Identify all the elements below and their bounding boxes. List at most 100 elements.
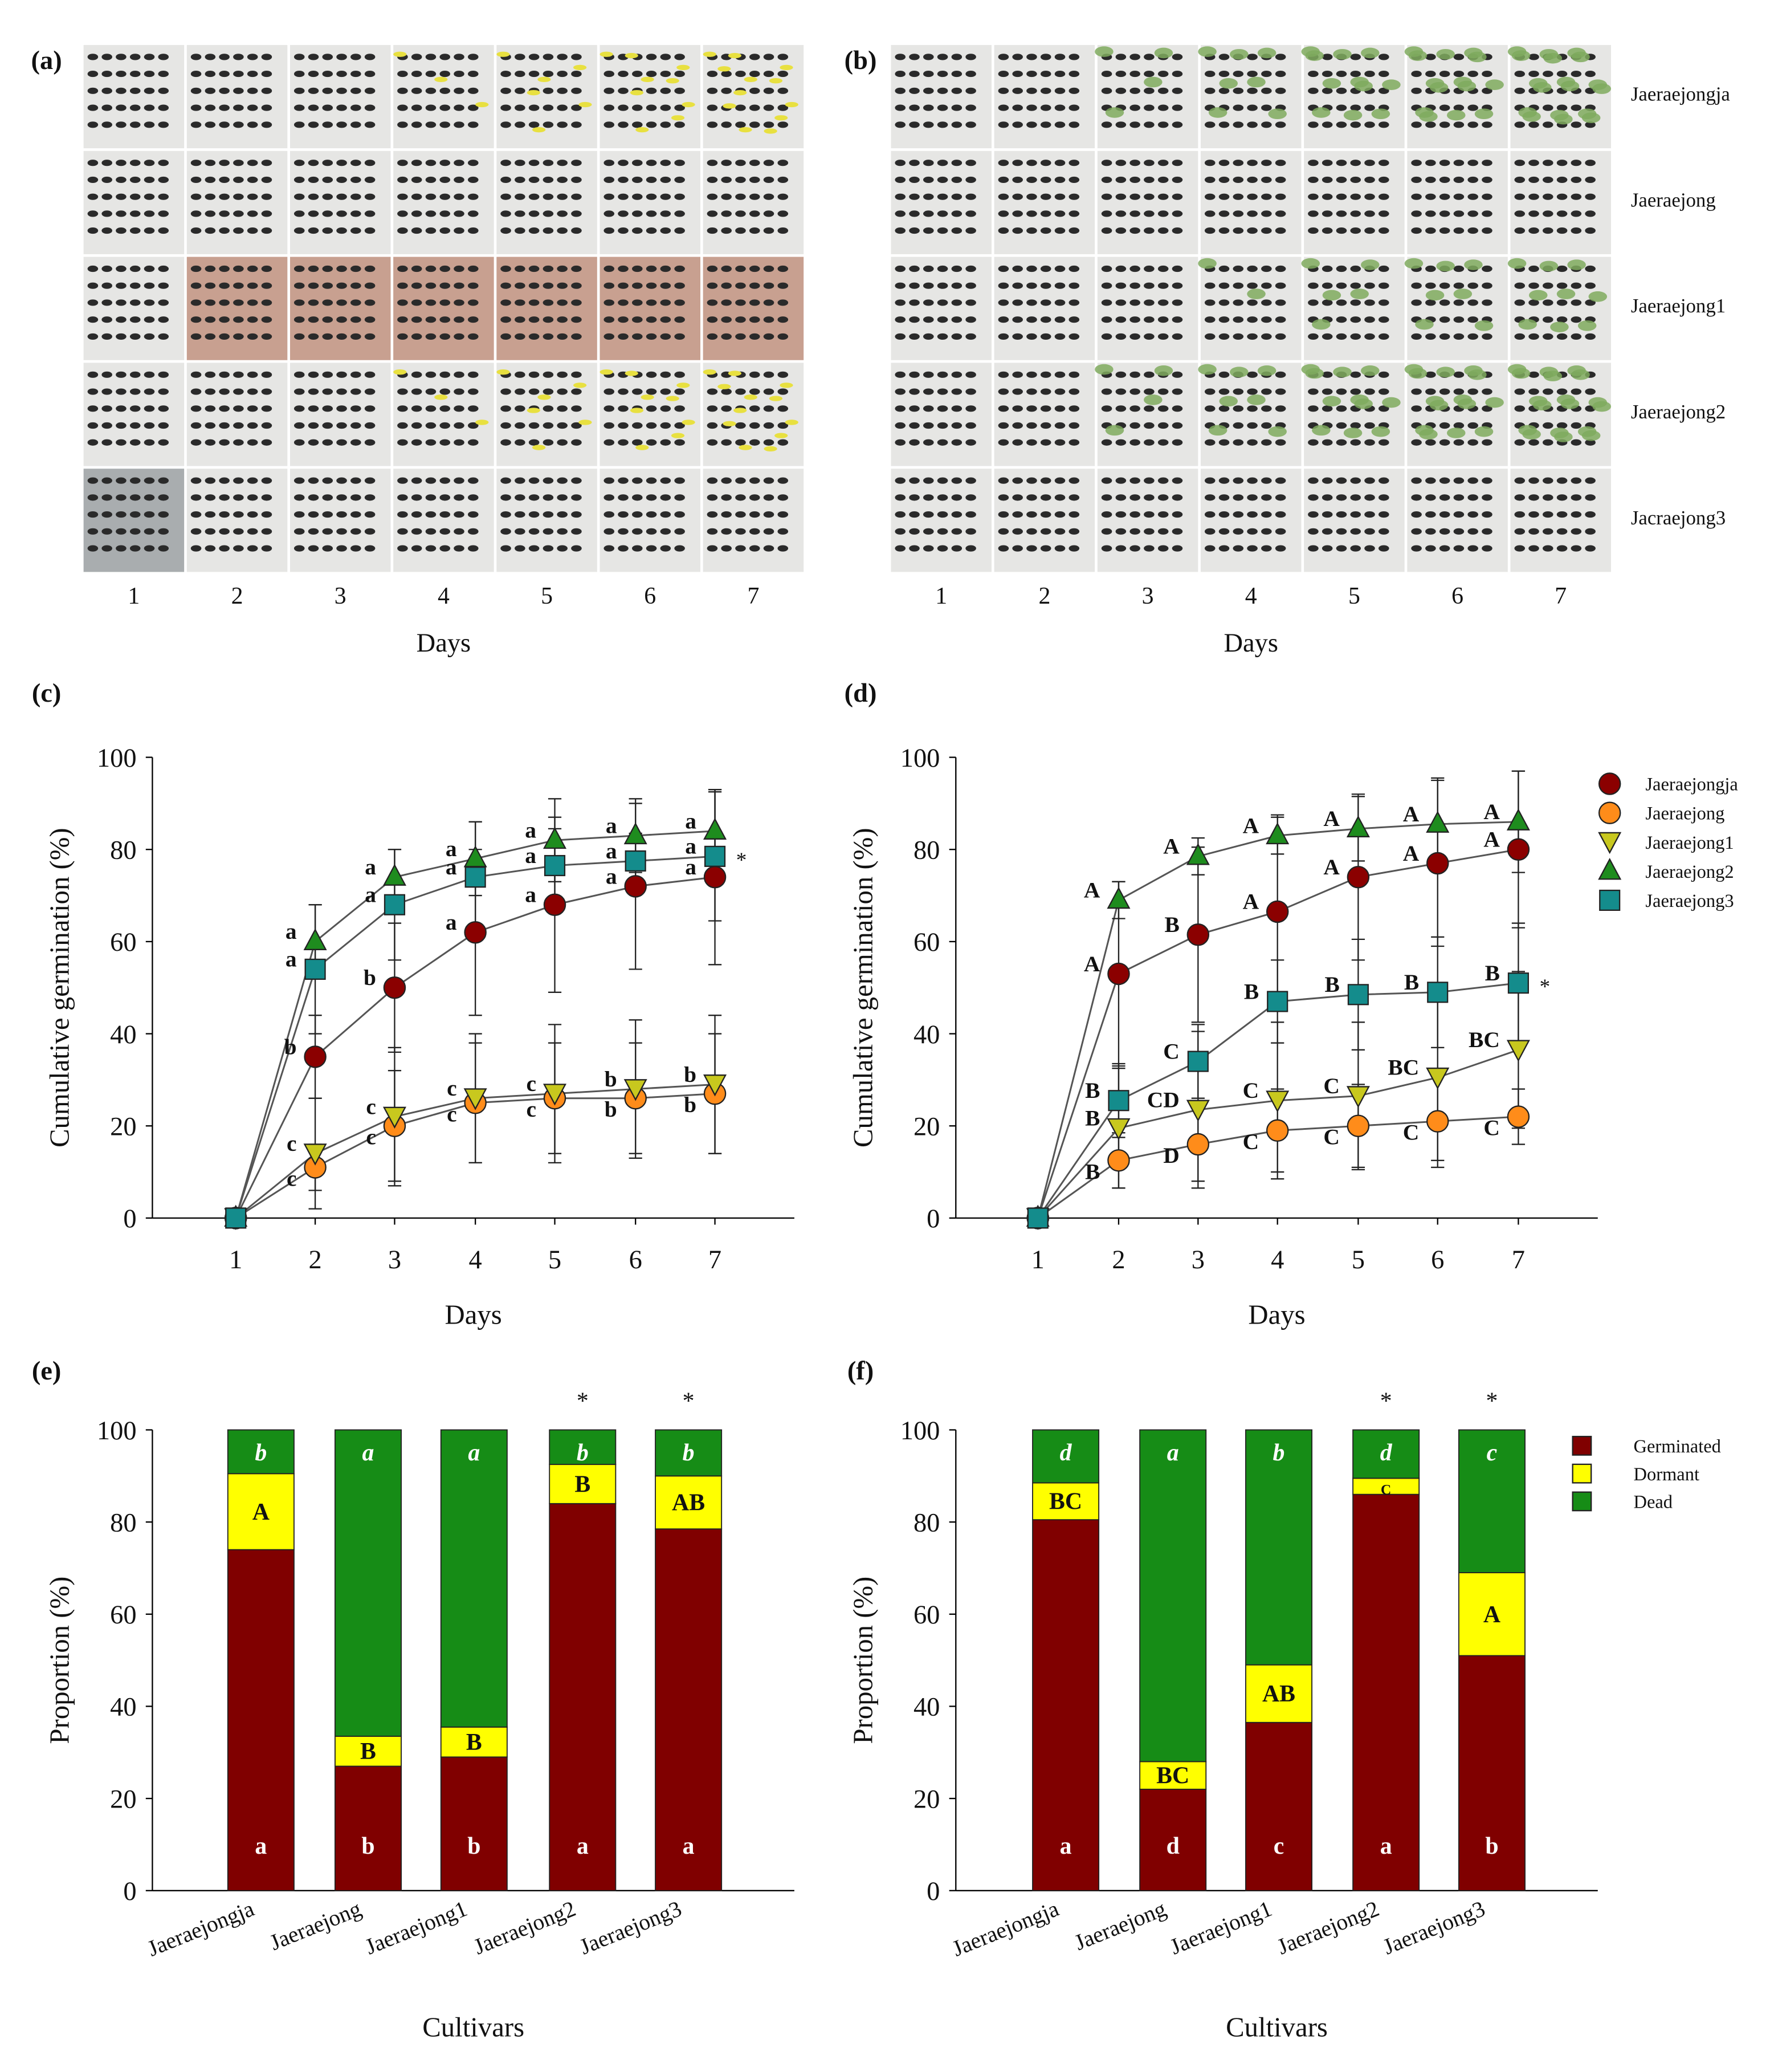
yellow-sprout	[630, 408, 644, 413]
seed	[158, 210, 169, 217]
seed	[1040, 176, 1051, 183]
seed	[1115, 511, 1127, 518]
seed	[336, 87, 347, 94]
seed	[350, 405, 361, 412]
seed	[425, 121, 437, 128]
seed	[937, 121, 948, 128]
seed	[1129, 160, 1140, 166]
seed	[190, 388, 202, 395]
seed	[1467, 104, 1478, 111]
seed	[261, 176, 272, 183]
seed	[116, 282, 127, 289]
seedling	[1343, 109, 1363, 121]
seed	[1308, 494, 1319, 501]
seed	[158, 528, 169, 535]
seed	[735, 333, 746, 340]
seed	[1144, 528, 1155, 535]
seed	[454, 545, 464, 552]
seed	[1411, 71, 1422, 78]
day-tick: 7	[1555, 583, 1567, 609]
seed	[233, 87, 244, 94]
seed	[1322, 121, 1333, 128]
seed	[233, 422, 244, 429]
significance-letter: C	[1483, 1116, 1500, 1141]
seed	[543, 439, 554, 446]
seed	[1012, 160, 1023, 166]
seed	[101, 265, 112, 272]
seed	[631, 210, 643, 217]
significance-letter: c	[366, 1094, 376, 1119]
seed	[1336, 439, 1347, 446]
seedling	[1415, 319, 1434, 330]
seed	[777, 104, 789, 111]
significance-mark: *	[1380, 1388, 1392, 1414]
seed	[660, 87, 671, 94]
seed	[1144, 422, 1155, 429]
seed	[1556, 71, 1568, 78]
seed	[543, 282, 554, 289]
seed	[1528, 282, 1539, 289]
seed	[923, 299, 934, 306]
seed	[1040, 265, 1051, 272]
marker-circle	[1426, 852, 1449, 875]
seed	[1204, 545, 1216, 552]
seed	[660, 371, 671, 378]
seed	[1233, 87, 1244, 94]
seed	[1144, 54, 1155, 60]
seed	[515, 210, 525, 217]
seed	[158, 54, 169, 60]
seed	[895, 439, 906, 446]
y-tick-label: 80	[913, 836, 940, 865]
seedling	[1429, 400, 1449, 411]
y-axis-label: Proportion (%)	[848, 1577, 879, 1744]
seed	[515, 528, 525, 535]
seed	[336, 422, 347, 429]
seed	[116, 477, 127, 484]
seed	[454, 160, 464, 166]
seed	[1322, 71, 1333, 78]
seed	[674, 160, 685, 166]
seed	[1144, 388, 1155, 395]
yellow-sprout	[739, 445, 752, 450]
seed	[1571, 299, 1582, 306]
seed	[1350, 388, 1361, 395]
seed	[1528, 545, 1539, 552]
seed	[364, 299, 376, 306]
seed	[1040, 71, 1051, 78]
seed	[1411, 299, 1422, 306]
seed	[101, 176, 112, 183]
seed	[158, 511, 169, 518]
seed	[1129, 54, 1140, 60]
seed	[364, 439, 376, 446]
seed	[190, 210, 202, 217]
seed	[247, 71, 258, 78]
seed	[1026, 299, 1037, 306]
seed	[425, 477, 437, 484]
seed	[1129, 422, 1140, 429]
seed	[1467, 528, 1478, 535]
seed	[631, 316, 643, 323]
seed	[293, 316, 305, 323]
seed	[1585, 439, 1596, 446]
significance-mark: *	[1540, 975, 1551, 999]
bar-dormant	[227, 1473, 295, 1550]
seed	[219, 528, 230, 535]
seed	[129, 333, 141, 340]
seedling	[1333, 367, 1352, 377]
seed	[308, 545, 319, 552]
seed	[1261, 316, 1272, 323]
seed	[1261, 160, 1272, 166]
seed	[937, 54, 948, 60]
seed	[144, 405, 155, 412]
seed	[439, 71, 451, 78]
seed	[1172, 71, 1183, 78]
seed	[1556, 494, 1568, 501]
seed	[1364, 316, 1375, 323]
seed	[467, 121, 479, 128]
seed	[308, 528, 319, 535]
seed	[293, 439, 305, 446]
seed	[439, 388, 451, 395]
seed	[1439, 176, 1450, 183]
seed	[909, 54, 920, 60]
seed	[144, 511, 155, 518]
